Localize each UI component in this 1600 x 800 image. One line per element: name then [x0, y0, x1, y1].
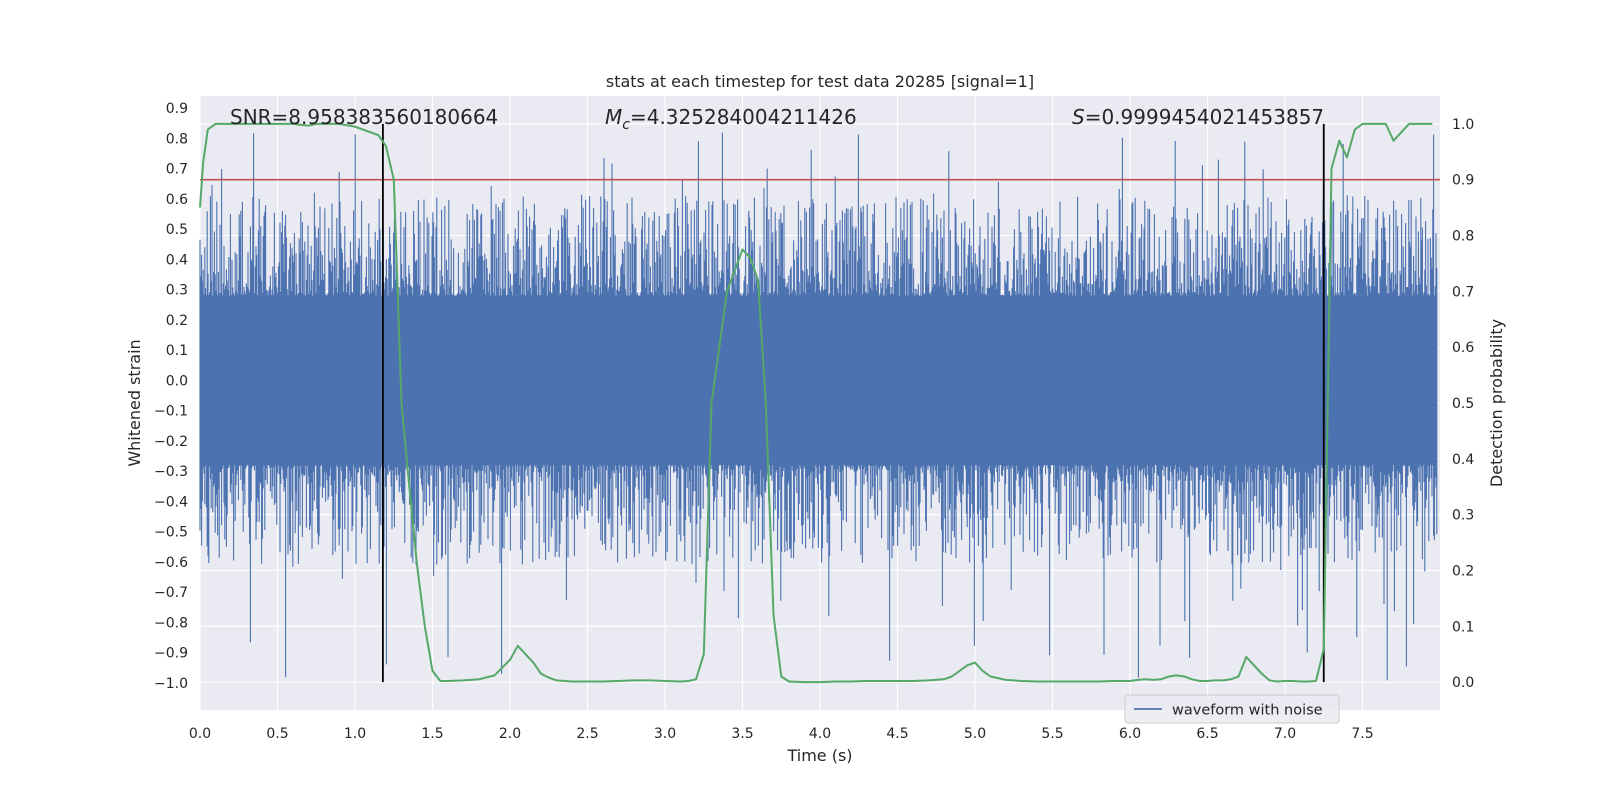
y-tick-label-9: 0.0	[166, 373, 188, 389]
legend: waveform with noise	[1124, 694, 1340, 724]
y-tick-label-13: −0.4	[154, 494, 188, 510]
x-tick-label-12: 6.0	[1119, 726, 1141, 742]
chirp-mass-symbol: M	[605, 105, 622, 129]
x-tick-label-7: 3.5	[731, 726, 753, 742]
x-tick-label-13: 6.5	[1196, 726, 1218, 742]
x-tick-label-3: 1.5	[421, 726, 443, 742]
chirp-mass-value: =4.325284004211426	[630, 105, 857, 129]
x-tick-label-0: 0.0	[189, 726, 211, 742]
chirp-mass-annotation: Mc=4.325284004211426	[605, 105, 857, 133]
y-tick-label-1: 0.8	[166, 131, 188, 147]
y-tick-label-4: 0.5	[166, 222, 188, 238]
chart-title: stats at each timestep for test data 202…	[606, 72, 1034, 91]
y2-tick-label-5: 0.5	[1452, 396, 1474, 412]
score-annotation: S=0.9999454021453857	[1072, 105, 1324, 129]
signal-markers	[381, 123, 1325, 683]
y2-tick-label-3: 0.7	[1452, 284, 1474, 300]
y-tick-label-8: 0.1	[166, 343, 188, 359]
y2-tick-label-7: 0.3	[1452, 508, 1474, 524]
x-tick-label-14: 7.0	[1274, 726, 1296, 742]
x-tick-label-9: 4.5	[886, 726, 908, 742]
y2-tick-label-2: 0.8	[1452, 229, 1474, 245]
y-tick-label-18: −0.9	[154, 646, 188, 662]
waveform-series	[199, 132, 1438, 681]
y-tick-label-5: 0.4	[166, 252, 188, 268]
probability-series	[199, 122, 1433, 684]
y-tick-label-15: −0.6	[154, 555, 188, 571]
y-tick-label-17: −0.8	[154, 615, 188, 631]
score-symbol: S	[1072, 105, 1085, 129]
y-tick-label-10: −0.1	[154, 404, 188, 420]
y2-ticks: 1.0 0.9 0.8 0.7 0.6 0.5 0.4 0.3 0.2 0.1 0.0	[1452, 117, 1474, 691]
y-tick-label-11: −0.2	[154, 434, 188, 450]
y-tick-label-7: 0.2	[166, 313, 188, 329]
x-tick-label-6: 3.0	[654, 726, 676, 742]
y2-tick-label-0: 1.0	[1452, 117, 1474, 133]
y2-tick-label-1: 0.9	[1452, 173, 1474, 189]
y-tick-label-19: −1.0	[154, 676, 188, 692]
y-tick-label-6: 0.3	[166, 283, 188, 299]
y2-tick-label-10: 0.0	[1452, 675, 1474, 691]
y-axis-label: Whitened strain	[125, 339, 144, 466]
x-ticks: 0.0 0.5 1.0 1.5 2.0 2.5 3.0 3.5 4.0 4.5 5.0 5.5 6.0 6…	[189, 726, 1374, 742]
y-tick-label-2: 0.7	[166, 162, 188, 178]
y-tick-label-14: −0.5	[154, 525, 188, 541]
y2-tick-label-4: 0.6	[1452, 340, 1474, 356]
x-tick-label-4: 2.0	[499, 726, 521, 742]
waveform-line	[199, 132, 1438, 681]
y-tick-label-12: −0.3	[154, 464, 188, 480]
x-axis-label: Time (s)	[786, 746, 852, 765]
y2-tick-label-6: 0.4	[1452, 452, 1474, 468]
snr-annotation: SNR=8.958383560180664	[230, 105, 498, 129]
x-tick-label-11: 5.5	[1041, 726, 1063, 742]
legend-box	[1124, 694, 1340, 724]
chirp-mass-subscript: c	[622, 117, 630, 133]
detection-probability-line	[199, 122, 1433, 684]
y-tick-label-3: 0.6	[166, 192, 188, 208]
y2-tick-label-8: 0.2	[1452, 563, 1474, 579]
y-tick-label-0: 0.9	[166, 101, 188, 117]
y2-axis-label: Detection probability	[1487, 319, 1506, 487]
x-tick-label-2: 1.0	[344, 726, 366, 742]
x-tick-label-8: 4.0	[809, 726, 831, 742]
x-tick-label-10: 5.0	[964, 726, 986, 742]
x-tick-label-5: 2.5	[576, 726, 598, 742]
x-tick-label-1: 0.5	[266, 726, 288, 742]
y2-tick-label-9: 0.1	[1452, 619, 1474, 635]
x-tick-label-15: 7.5	[1351, 726, 1373, 742]
legend-label: waveform with noise	[1172, 703, 1323, 719]
y-tick-label-16: −0.7	[154, 585, 188, 601]
score-value: =0.9999454021453857	[1085, 105, 1324, 129]
y-ticks: 0.9 0.8 0.7 0.6 0.5 0.4 0.3 0.2 0.1 0.0 −0.1 −0.2 −0…	[154, 101, 188, 692]
